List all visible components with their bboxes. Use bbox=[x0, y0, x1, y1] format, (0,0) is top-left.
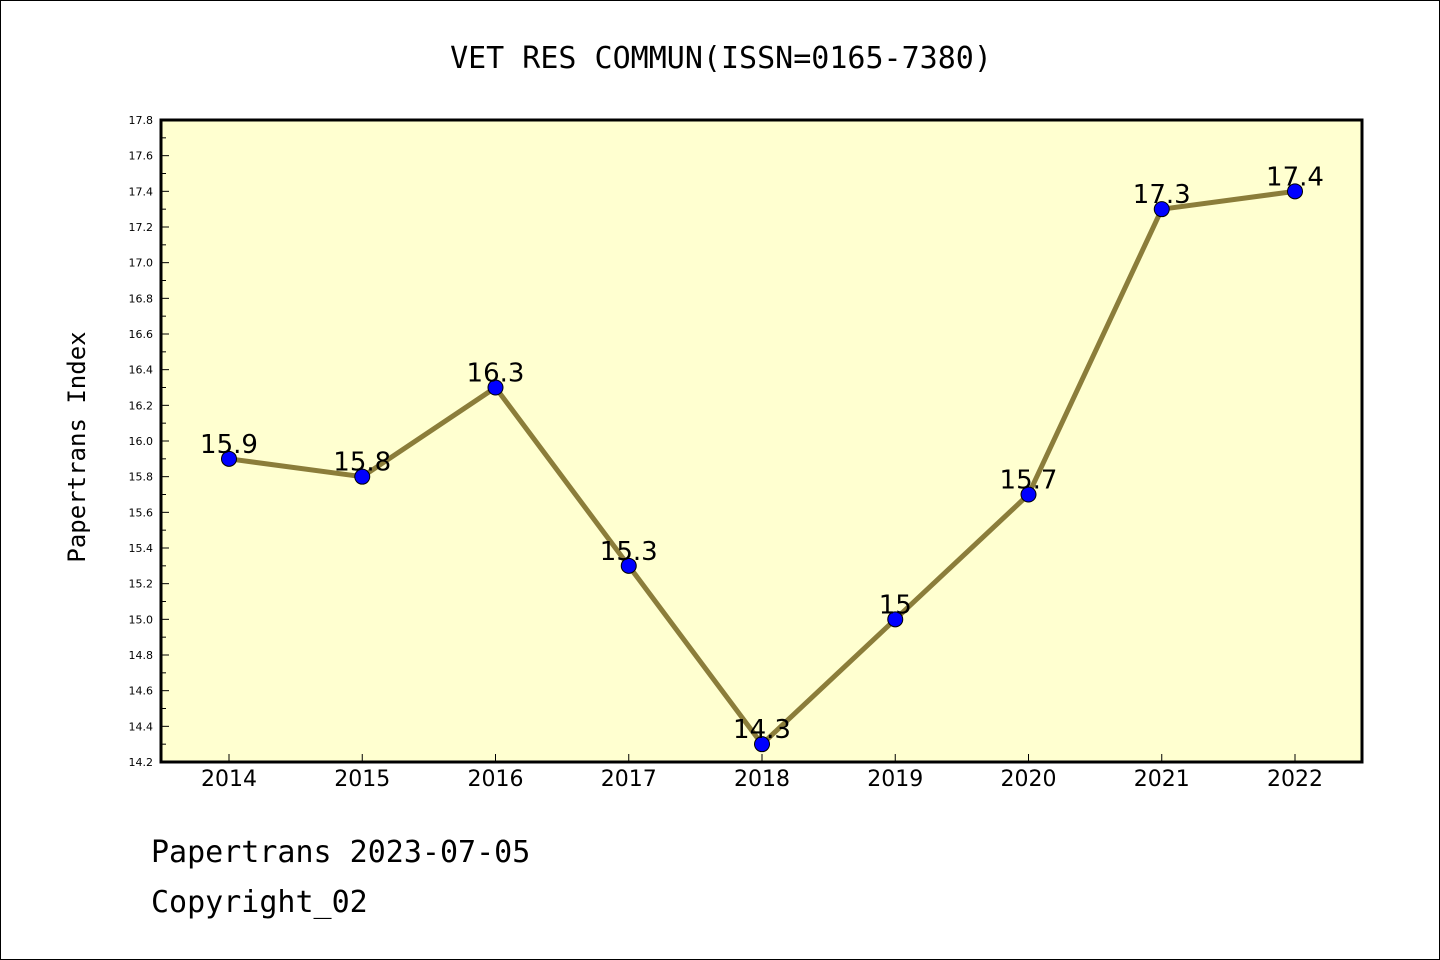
data-label: 15 bbox=[879, 590, 912, 620]
plot-area bbox=[159, 118, 1364, 764]
x-tick-label: 2021 bbox=[1134, 767, 1190, 792]
x-tick-label: 2020 bbox=[1001, 767, 1057, 792]
y-tick-label: 16.2 bbox=[129, 399, 154, 412]
data-point bbox=[1153, 201, 1170, 218]
data-point bbox=[221, 450, 237, 467]
y-tick-label: 14.4 bbox=[129, 720, 154, 733]
y-tick-label: 16.8 bbox=[129, 292, 154, 305]
y-tick-label: 15.4 bbox=[129, 542, 154, 555]
x-tick-label: 2015 bbox=[334, 767, 390, 792]
data-point bbox=[1020, 486, 1037, 503]
y-axis-label: Papertrans Index bbox=[63, 331, 91, 562]
footer-date: Papertrans 2023-07-05 bbox=[151, 835, 531, 870]
y-tick-label: 14.2 bbox=[129, 756, 154, 769]
y-tick-label: 17.8 bbox=[129, 114, 154, 127]
data-point bbox=[1287, 183, 1303, 200]
x-tick-label: 2014 bbox=[201, 767, 257, 792]
chart-title: VET RES COMMUN(ISSN=0165-7380) bbox=[450, 41, 992, 76]
data-point bbox=[354, 468, 371, 485]
y-tick-label: 17.4 bbox=[129, 185, 154, 198]
x-tick-label: 2022 bbox=[1267, 767, 1323, 792]
y-tick-label: 14.6 bbox=[129, 685, 154, 698]
y-tick-label: 15.8 bbox=[129, 471, 154, 484]
y-tick-label: 15.6 bbox=[129, 506, 154, 519]
data-label: 16.3 bbox=[467, 359, 525, 389]
y-tick-label: 17.0 bbox=[129, 257, 154, 270]
series-line-group: 15.9 15.8 16.3 15.3 14.3 15 15.7 17.3 17.4 bbox=[200, 162, 1324, 753]
data-point bbox=[620, 557, 637, 574]
y-tick-label: 17.6 bbox=[129, 150, 154, 163]
data-point bbox=[487, 379, 504, 396]
data-label: 17.4 bbox=[1266, 162, 1324, 192]
y-tick-label: 15.2 bbox=[129, 578, 154, 591]
x-tick-label: 2016 bbox=[468, 767, 524, 792]
y-axis: 14.2 14.4 14.6 14.8 15.0 15.2 15.4 15.6 15.8 16.0… bbox=[129, 114, 169, 769]
x-axis: 2014 2015 2016 2017 2018 2019 2020 2021 2022 bbox=[201, 754, 1323, 792]
y-tick-label: 15.0 bbox=[129, 613, 154, 626]
data-label: 15.8 bbox=[333, 448, 391, 478]
data-label: 14.3 bbox=[733, 715, 791, 745]
x-tick-label: 2017 bbox=[601, 767, 657, 792]
data-label: 17.3 bbox=[1133, 180, 1191, 210]
y-tick-label: 16.4 bbox=[129, 364, 154, 377]
y-tick-label: 16.0 bbox=[129, 435, 154, 448]
y-tick-label: 17.2 bbox=[129, 221, 154, 234]
footer-copyright: Copyright_02 bbox=[151, 885, 368, 920]
y-tick-label: 14.8 bbox=[129, 649, 154, 662]
data-point bbox=[754, 736, 770, 753]
x-tick-label: 2019 bbox=[867, 767, 923, 792]
data-point bbox=[887, 611, 904, 628]
y-tick-label: 16.6 bbox=[129, 328, 154, 341]
data-label: 15.3 bbox=[600, 537, 658, 567]
data-label: 15.9 bbox=[200, 430, 258, 460]
data-label: 15.7 bbox=[1000, 466, 1058, 496]
x-tick-label: 2018 bbox=[734, 767, 790, 792]
